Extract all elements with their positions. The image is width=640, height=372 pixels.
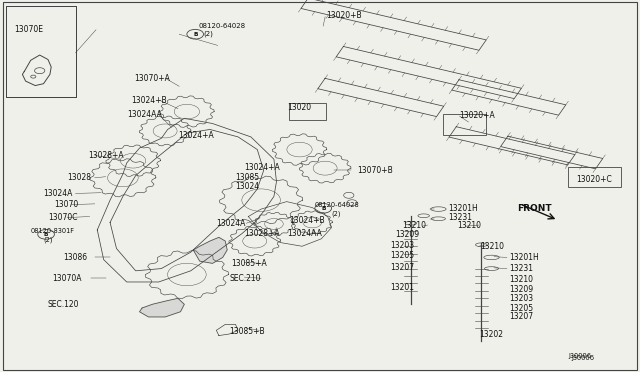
Circle shape	[38, 230, 54, 239]
Text: 13203: 13203	[509, 294, 533, 303]
Text: (2): (2)	[44, 237, 53, 243]
Text: J30006: J30006	[568, 353, 591, 359]
Text: 13024A: 13024A	[216, 219, 246, 228]
Text: SEC.210: SEC.210	[229, 274, 260, 283]
Text: 13070C: 13070C	[48, 213, 77, 222]
Text: 13207: 13207	[390, 263, 415, 272]
Text: 08120-8301F: 08120-8301F	[31, 228, 75, 234]
Text: (2): (2)	[204, 31, 213, 38]
Text: 08120-64028: 08120-64028	[315, 202, 360, 208]
Text: 13024+A: 13024+A	[244, 163, 280, 172]
Bar	[6, 6, 76, 97]
Text: B: B	[193, 32, 197, 37]
Text: FRONT: FRONT	[517, 204, 552, 213]
Text: 13231: 13231	[448, 213, 472, 222]
Bar	[443, 114, 486, 135]
Text: 13207: 13207	[509, 312, 533, 321]
Bar	[568, 167, 621, 187]
Text: B: B	[44, 232, 48, 237]
Text: 13020: 13020	[287, 103, 311, 112]
Text: 13028+A: 13028+A	[244, 229, 280, 238]
Text: 13024+A: 13024+A	[178, 131, 214, 140]
Text: 13202: 13202	[479, 330, 503, 339]
Text: 13209: 13209	[509, 285, 533, 294]
Text: SEC.120: SEC.120	[48, 300, 79, 309]
Text: 13070+A: 13070+A	[134, 74, 170, 83]
Text: 13231: 13231	[509, 264, 532, 273]
Text: 13210: 13210	[480, 242, 504, 251]
Text: 13024A: 13024A	[44, 189, 73, 198]
Text: 13203: 13203	[390, 241, 415, 250]
Text: 13020+C: 13020+C	[576, 175, 612, 184]
Text: 13028+A: 13028+A	[88, 151, 124, 160]
Text: 13201H: 13201H	[509, 253, 538, 262]
Text: 13210: 13210	[509, 275, 532, 283]
Text: 13210: 13210	[402, 221, 426, 230]
Text: 13070: 13070	[54, 200, 79, 209]
Circle shape	[315, 203, 332, 213]
Text: 08120-64028: 08120-64028	[198, 23, 246, 29]
Circle shape	[187, 29, 204, 39]
Text: 13205: 13205	[390, 251, 415, 260]
Text: 13024: 13024	[236, 182, 260, 191]
Bar	[6, 6, 76, 97]
Text: 13020+B: 13020+B	[326, 11, 362, 20]
Polygon shape	[193, 237, 227, 263]
Text: 13024+B: 13024+B	[131, 96, 167, 105]
Text: 13070A: 13070A	[52, 274, 82, 283]
Text: 13024AA: 13024AA	[127, 110, 161, 119]
Text: J30006: J30006	[571, 355, 594, 361]
Bar	[289, 103, 326, 120]
Text: 13085+A: 13085+A	[232, 259, 268, 268]
Text: 13024+B: 13024+B	[289, 216, 325, 225]
Text: 13086: 13086	[63, 253, 87, 262]
Text: 13028: 13028	[67, 173, 92, 182]
Text: 13070+B: 13070+B	[357, 166, 393, 175]
Polygon shape	[140, 298, 184, 317]
Text: 13070E: 13070E	[14, 25, 43, 34]
Text: 13201H: 13201H	[448, 204, 477, 213]
Text: 13085+B: 13085+B	[229, 327, 265, 336]
Text: (2): (2)	[332, 211, 341, 217]
Text: 13209: 13209	[396, 230, 420, 239]
Text: 13210: 13210	[458, 221, 481, 230]
Text: 13085: 13085	[236, 173, 260, 182]
Text: 13020+A: 13020+A	[460, 111, 495, 120]
Text: 13201: 13201	[390, 283, 415, 292]
Text: 13024AA: 13024AA	[287, 229, 321, 238]
Text: 13205: 13205	[509, 304, 533, 312]
Text: B: B	[321, 206, 325, 211]
